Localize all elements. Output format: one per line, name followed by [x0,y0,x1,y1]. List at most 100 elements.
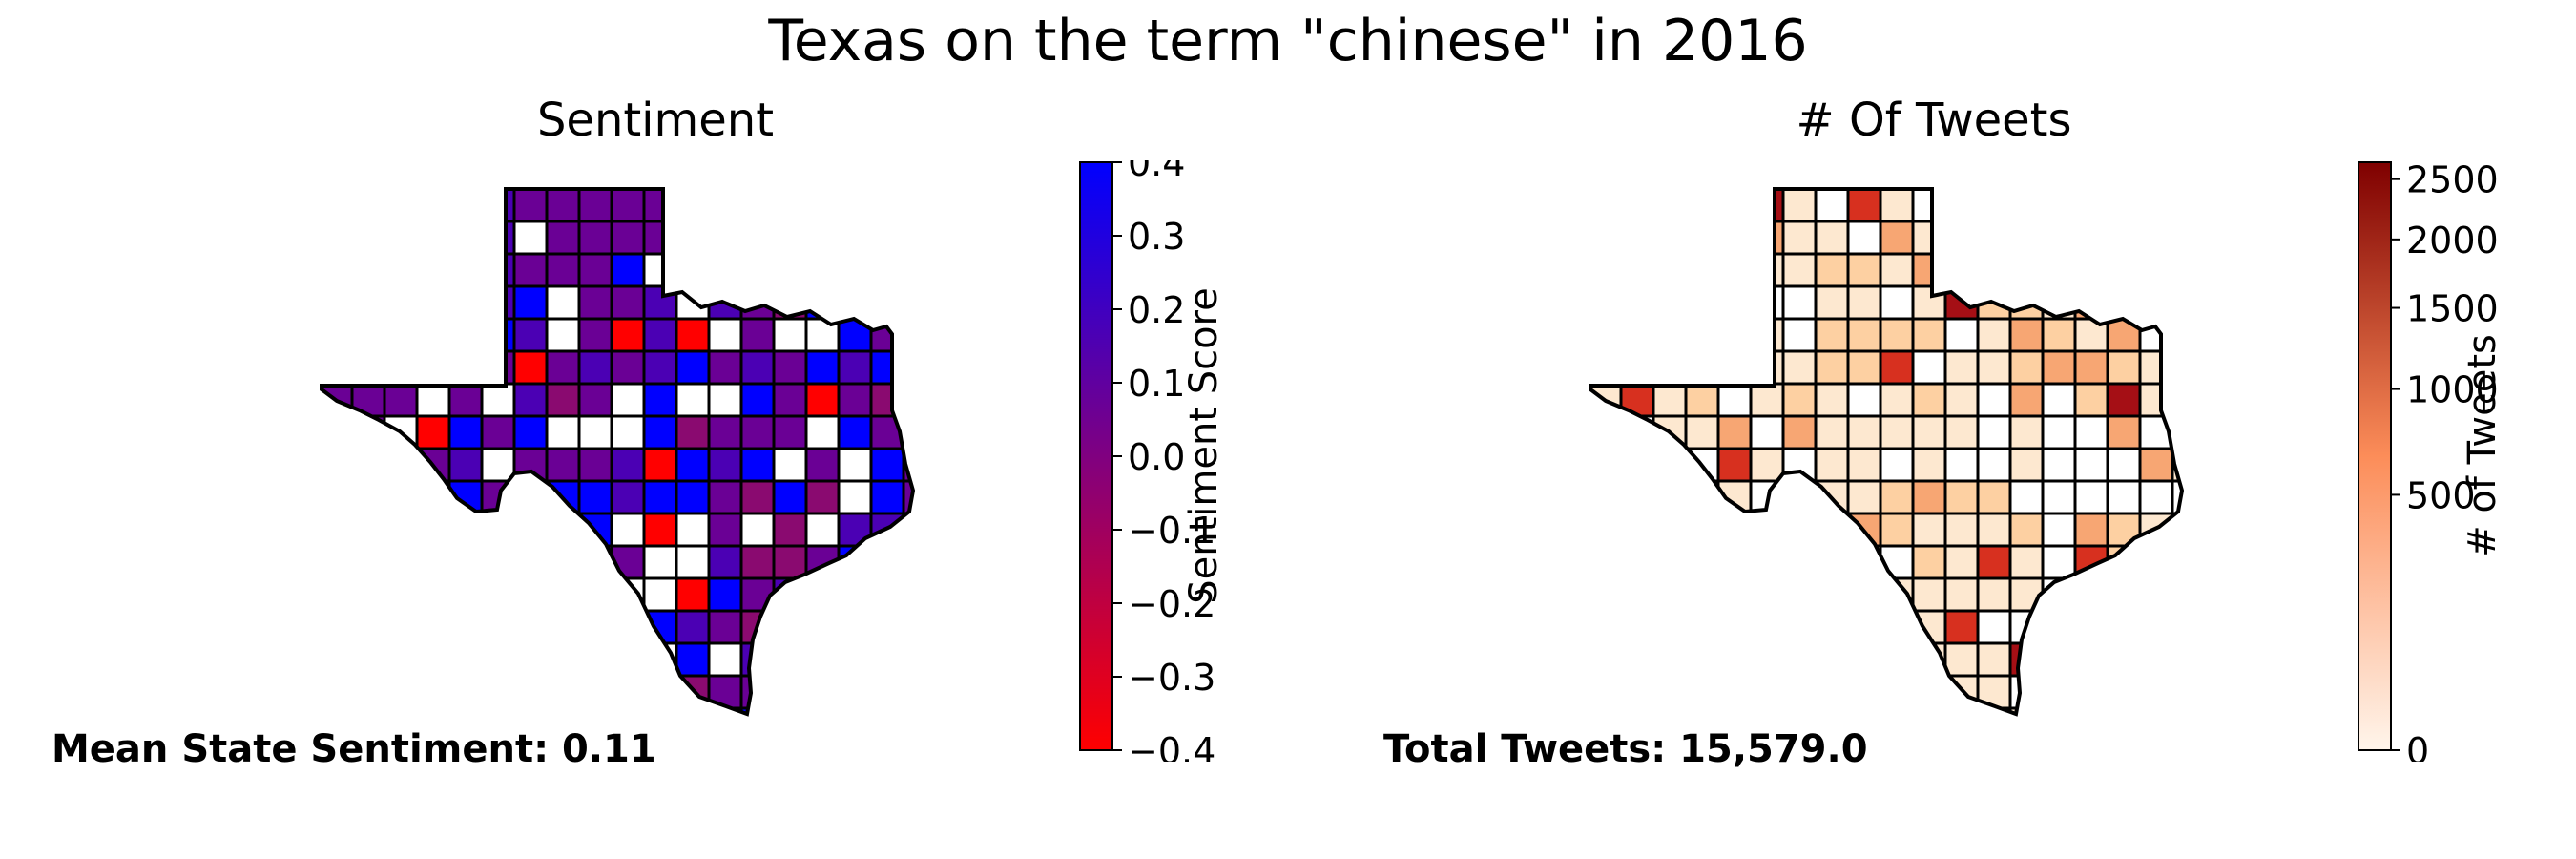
county-cell [1652,544,1688,580]
county-cell [1590,544,1623,580]
county-cell [1846,479,1882,515]
county-cell [383,284,419,321]
county-cell [2138,447,2174,483]
county-cell [2171,706,2182,714]
county-cell [1619,512,1655,548]
county-cell [2171,220,2182,256]
county-cell [1781,641,1818,678]
county-cell [1749,641,1785,678]
county-cell [480,641,516,678]
county-cell [545,189,581,223]
county-cell [1814,641,1850,678]
county-cell [772,252,808,288]
county-cell [642,252,678,288]
county-cell [642,576,678,613]
county-cell [1590,512,1623,548]
county-cell [1976,512,2012,548]
county-cell [642,382,678,418]
county-cell [1590,252,1623,288]
county-cell [1716,220,1753,256]
county-cell [1846,414,1882,450]
county-cell [2138,544,2174,580]
county-cell [1619,252,1655,288]
county-cell [1781,317,1818,353]
county-cell [1879,414,1915,450]
county-cell [1814,284,1850,321]
county-cell [1590,479,1623,515]
county-cell [869,479,905,515]
county-cell [1879,512,1915,548]
county-cell [610,317,646,353]
county-cell [869,447,905,483]
county-cell [2171,674,2182,710]
county-cell [1781,479,1818,515]
county-cell [512,674,549,710]
county-cell [707,252,743,288]
county-cell [2041,674,2077,710]
county-cell [1619,544,1655,580]
county-cell [804,674,841,710]
county-cell [804,382,841,418]
county-cell [2171,317,2182,353]
county-cell [610,674,646,710]
county-cell [902,382,913,418]
county-cell [480,382,516,418]
county-cell [1781,674,1818,710]
county-cell [512,641,549,678]
county-cell [512,220,549,256]
county-cell [322,252,354,288]
county-cell [837,284,873,321]
county-cell [869,609,905,645]
county-cell [2008,220,2045,256]
county-cell [415,674,451,710]
county-cell [837,544,873,580]
county-cell [1911,674,1947,710]
county-cell [804,706,841,714]
county-cell [512,189,549,223]
county-cell [1716,576,1753,613]
county-cell [512,414,549,450]
county-cell [739,544,776,580]
county-cell [2106,576,2142,613]
county-cell [545,284,581,321]
county-cell [1976,576,2012,613]
county-cell [322,479,354,515]
county-cell [383,576,419,613]
county-cell [322,512,354,548]
county-cell [415,414,451,450]
county-cell [1846,189,1882,223]
county-cell [837,512,873,548]
county-cell [577,317,613,353]
county-cell [2106,609,2142,645]
county-cell [1976,641,2012,678]
county-cell [1814,349,1850,386]
county-cell [804,576,841,613]
county-cell [447,189,484,223]
county-cell [383,674,419,710]
county-cell [1590,284,1623,321]
colorbar-tick-label: −0.1 [1128,510,1215,552]
county-cell [610,220,646,256]
county-cell [1652,189,1688,223]
county-cell [2041,479,2077,515]
county-cell [2008,189,2045,223]
county-cell [512,447,549,483]
county-cell [1814,220,1850,256]
county-cell [1943,220,1980,256]
county-cell [1590,317,1623,353]
county-cell [480,674,516,710]
county-cell [1879,479,1915,515]
county-cell [2041,252,2077,288]
county-cell [2008,284,2045,321]
colorbar-tick-label: 0.4 [1128,160,1185,184]
county-cell [350,220,386,256]
county-cell [1749,576,1785,613]
county-cell [2008,674,2045,710]
county-cell [1749,220,1785,256]
county-cell [610,349,646,386]
county-cell [707,544,743,580]
county-cell [383,479,419,515]
county-cell [545,512,581,548]
county-cell [1943,479,1980,515]
county-cell [837,447,873,483]
